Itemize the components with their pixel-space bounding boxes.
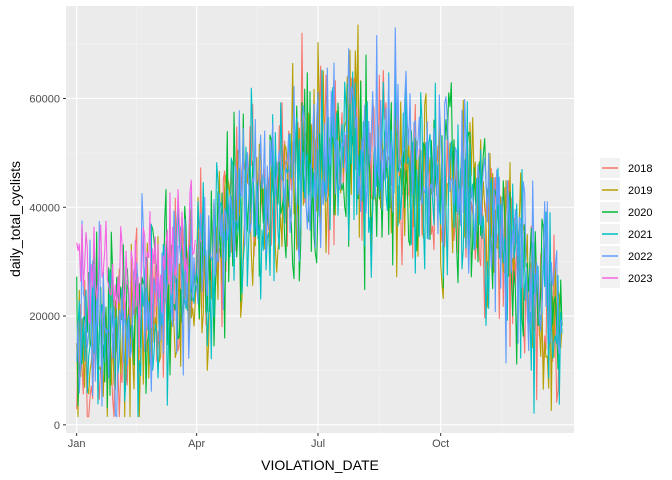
series-line-2023 xyxy=(76,179,196,349)
x-tick-label: Jan xyxy=(68,438,86,450)
legend: 2018 2019 2020 2021 2022 2023 xyxy=(600,158,652,288)
y-tick-label: 20000 xyxy=(29,311,60,323)
legend-label-2019: 2019 xyxy=(628,185,652,197)
legend-label-2022: 2022 xyxy=(628,251,652,263)
legend-label-2021: 2021 xyxy=(628,229,652,241)
legend-label-2020: 2020 xyxy=(628,207,652,219)
x-tick-label: Oct xyxy=(432,438,449,450)
x-tick-label: Apr xyxy=(188,438,205,450)
y-tick-label: 0 xyxy=(54,420,60,432)
series-lines xyxy=(76,24,563,418)
legend-label-2023: 2023 xyxy=(628,273,652,285)
x-tick-label: Jul xyxy=(311,438,325,450)
x-axis: Jan Apr Jul Oct xyxy=(68,433,449,450)
legend-label-2018: 2018 xyxy=(628,163,652,175)
y-tick-label: 60000 xyxy=(29,93,60,105)
y-axis: 0 20000 40000 60000 xyxy=(29,93,66,432)
x-axis-title: VIOLATION_DATE xyxy=(261,457,379,473)
y-axis-title: daily_total_cyclists xyxy=(7,161,23,277)
y-tick-label: 40000 xyxy=(29,202,60,214)
